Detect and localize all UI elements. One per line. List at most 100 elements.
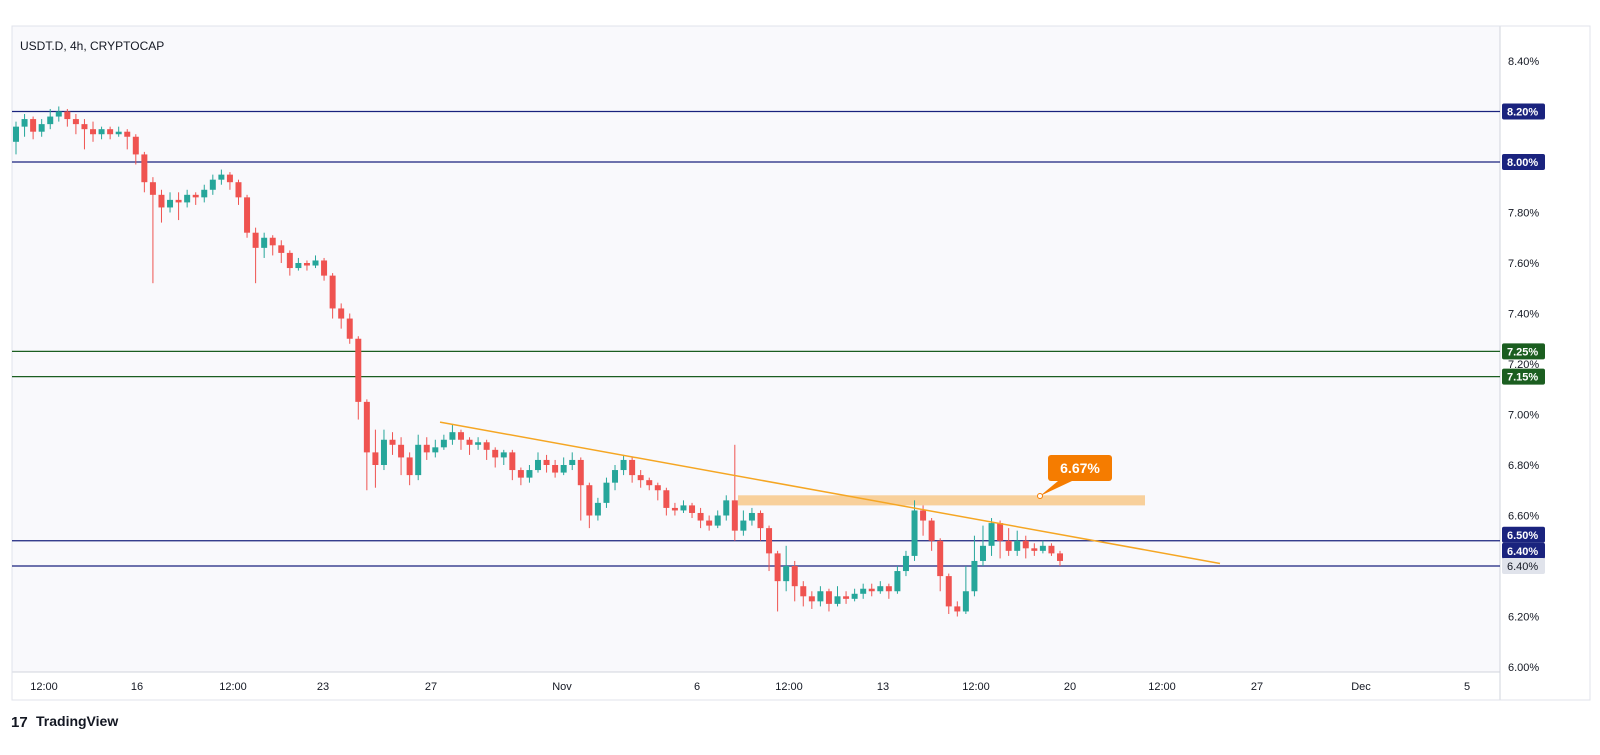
brand-name: TradingView	[36, 713, 118, 729]
candle	[663, 487, 670, 516]
candle-body	[1039, 545, 1046, 551]
candle	[612, 465, 619, 491]
chart-title: USDT.D, 4h, CRYPTOCAP	[20, 39, 164, 53]
level-tag-label: 6.50%	[1507, 530, 1538, 542]
candle-body	[654, 485, 661, 491]
candle-body	[748, 512, 755, 521]
candle	[278, 240, 285, 263]
horizontal-levels-layer	[12, 110, 1500, 567]
time-tick-label: Nov	[552, 681, 572, 693]
candle-body	[860, 588, 867, 594]
candle	[988, 518, 995, 556]
candle	[654, 482, 661, 501]
candle	[13, 121, 19, 155]
candle	[911, 500, 918, 561]
candle-body	[612, 470, 619, 483]
candle-body	[629, 459, 636, 476]
candles-layer	[13, 106, 1063, 617]
time-tick-label: 12:00	[219, 681, 247, 693]
candle-body	[141, 154, 148, 183]
candle	[372, 429, 379, 488]
candle-body	[21, 119, 28, 127]
candle	[646, 477, 653, 491]
candle-body	[64, 111, 71, 120]
candle-body	[286, 252, 293, 269]
zone-callout-layer: 6.67%	[1037, 455, 1112, 499]
candle	[167, 192, 174, 213]
candle	[920, 505, 927, 536]
candle-body	[834, 596, 841, 604]
candle	[791, 560, 798, 602]
candle-body	[13, 126, 19, 142]
candle	[928, 518, 935, 551]
time-tick-label: 27	[1251, 681, 1263, 693]
candle	[55, 106, 62, 122]
candle-body	[808, 596, 815, 602]
candle-body	[1057, 553, 1063, 561]
candle	[209, 174, 216, 195]
level-tag: 6.50%	[1502, 526, 1545, 543]
candle-body	[663, 490, 670, 508]
candle	[1039, 540, 1046, 554]
zone-callout-anchor	[1037, 493, 1043, 499]
candle-body	[278, 245, 285, 253]
candle-body	[47, 116, 54, 125]
candle	[783, 545, 790, 592]
candle-body	[689, 505, 696, 513]
level-tag-bg	[1502, 368, 1545, 385]
candle	[671, 502, 678, 516]
candle	[680, 500, 687, 513]
candle	[115, 126, 122, 137]
candle-body	[261, 237, 268, 248]
candle-body	[209, 179, 216, 190]
candle	[192, 192, 199, 205]
candle-body	[492, 449, 499, 458]
time-tick-label: Dec	[1351, 681, 1371, 693]
price-tick-label: 8.40%	[1508, 56, 1539, 68]
candle-body	[740, 520, 747, 531]
candle-body	[552, 465, 559, 473]
price-tick-label: 7.80%	[1508, 208, 1539, 220]
candle-body	[783, 566, 790, 582]
candle-body	[843, 596, 850, 599]
candle	[577, 457, 584, 521]
candle-body	[620, 459, 627, 471]
candle	[843, 591, 850, 604]
candle	[962, 566, 969, 614]
candle	[945, 573, 952, 614]
candle	[817, 586, 824, 607]
candle	[261, 232, 268, 258]
level-tag-bg	[1502, 526, 1545, 543]
candle	[141, 151, 148, 193]
candle	[124, 129, 131, 150]
candle-body	[252, 232, 259, 248]
candle	[954, 601, 961, 617]
candle-body	[423, 444, 430, 453]
candle-body	[637, 475, 644, 481]
candle-body	[226, 174, 233, 183]
candle	[603, 477, 610, 508]
level-tag: 6.40%	[1502, 542, 1545, 559]
candle-body	[483, 442, 490, 450]
candle	[457, 429, 464, 450]
candle	[81, 119, 88, 150]
candle-body	[911, 510, 918, 556]
candle	[346, 313, 353, 344]
candle-body	[928, 520, 935, 541]
candle	[1022, 535, 1029, 559]
candle	[64, 108, 71, 127]
candle	[1005, 528, 1012, 556]
last-price-tag: 6.40%	[1502, 558, 1545, 574]
candle-body	[577, 459, 584, 486]
candle-body	[988, 523, 995, 546]
level-tag-bg	[1502, 103, 1545, 120]
candle-body	[714, 515, 721, 526]
candle	[868, 583, 875, 597]
candle-body	[594, 502, 601, 516]
candle-body	[295, 263, 302, 269]
candle	[38, 119, 45, 137]
candle	[338, 303, 345, 329]
candle	[269, 235, 276, 256]
